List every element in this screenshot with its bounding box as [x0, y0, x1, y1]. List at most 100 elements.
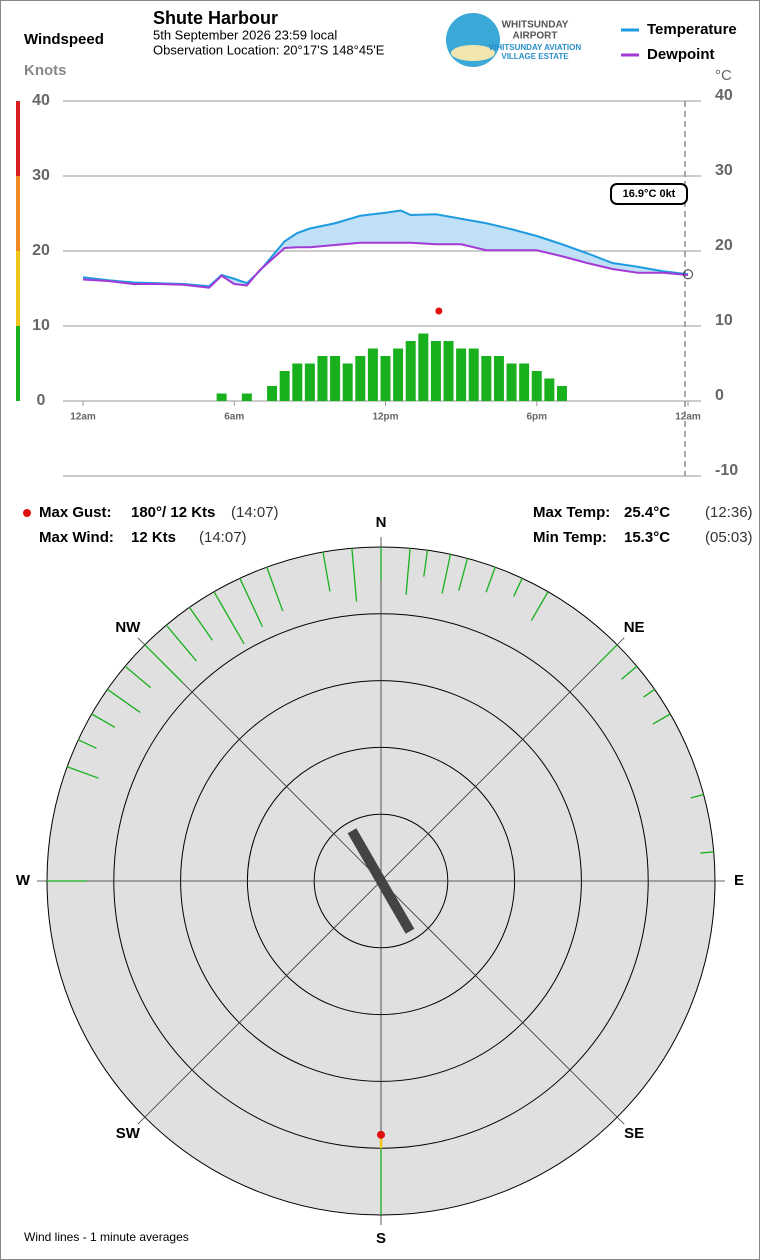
stat-time: (05:03) — [705, 529, 753, 546]
wind-bar — [456, 348, 467, 401]
x-tick-label: 12am — [70, 412, 96, 423]
x-tick-label: 12pm — [372, 412, 398, 423]
wind-bar — [355, 356, 366, 401]
gust-marker — [377, 1130, 385, 1139]
wind-bar — [216, 393, 227, 401]
scale-segment — [16, 326, 20, 401]
wind-line — [423, 550, 429, 577]
wind-line — [188, 607, 213, 641]
current-box — [610, 183, 688, 205]
wind-line — [530, 591, 549, 621]
wind-bar — [304, 363, 315, 401]
y-axis-label: Windspeed — [24, 31, 104, 48]
logo-text: WHITSUNDAY AVIATION — [489, 43, 582, 52]
direction-label: E — [734, 872, 744, 889]
wind-line — [213, 591, 245, 645]
wind-bar — [292, 363, 303, 401]
direction-label: SW — [116, 1125, 141, 1142]
y2-tick-label: 0 — [715, 387, 724, 404]
y2-tick-label: 10 — [715, 312, 733, 329]
wind-bar — [330, 356, 341, 401]
wind-line — [78, 739, 97, 749]
wind-bar — [367, 348, 378, 401]
stat-value: 25.4°C — [624, 504, 670, 521]
wind-bar — [544, 378, 555, 401]
wind-line — [266, 566, 284, 612]
direction-label: W — [16, 872, 31, 889]
wind-line — [597, 644, 618, 665]
date: 5th September 2026 23:59 local — [153, 27, 337, 42]
y2-axis-unit: °C — [715, 67, 732, 84]
y2-tick-label: 30 — [715, 162, 733, 179]
stat-time: (12:36) — [705, 504, 753, 521]
stat-value: 12 Kts — [131, 529, 176, 546]
logo-sand — [451, 45, 495, 61]
wind-line — [652, 713, 671, 725]
logo: WHITSUNDAY AIRPORT WHITSUNDAY AVIATION V… — [446, 13, 581, 67]
y-tick-label: 30 — [32, 167, 50, 184]
wind-line — [165, 624, 197, 662]
wind-line — [513, 578, 523, 597]
wind-bar — [393, 348, 404, 401]
wind-line — [643, 688, 655, 698]
wind-line — [485, 566, 496, 593]
wind-line — [239, 578, 264, 628]
dewpoint-spread — [83, 210, 688, 288]
legend-label: Dewpoint — [647, 46, 715, 63]
wind-bar — [405, 341, 416, 401]
title: Shute Harbour — [153, 8, 278, 28]
wind-bar — [418, 333, 429, 401]
stat-value: 15.3°C — [624, 529, 670, 546]
direction-label: SE — [624, 1125, 644, 1142]
x-tick-label: 12am — [675, 412, 701, 423]
scale-segment — [16, 251, 20, 326]
y-tick-label: 0 — [37, 392, 46, 409]
wind-line — [690, 793, 704, 799]
wind-bar — [506, 363, 517, 401]
gust-marker — [435, 307, 443, 315]
wind-bar — [342, 363, 353, 401]
series-line — [82, 209, 689, 288]
wind-bar — [430, 341, 441, 401]
wind-line — [441, 554, 452, 594]
wind-line — [66, 766, 99, 779]
y2-tick-label: -10 — [715, 462, 738, 479]
wind-bar — [380, 356, 391, 401]
logo-text: WHITSUNDAY — [502, 20, 569, 31]
direction-label: S — [376, 1230, 386, 1247]
direction-label: NE — [624, 619, 645, 636]
spoke — [380, 880, 625, 1125]
series-line — [82, 241, 689, 289]
runway — [347, 828, 415, 934]
spoke — [137, 880, 382, 1125]
logo-text: VILLAGE ESTATE — [501, 52, 569, 61]
spoke — [380, 637, 625, 882]
wind-bar — [279, 371, 290, 401]
current-label: 16.9°C 0kt — [623, 188, 676, 200]
wind-bar — [493, 356, 504, 401]
wind-line — [458, 558, 469, 591]
wind-bar — [481, 356, 492, 401]
wind-scale — [16, 101, 20, 401]
direction-label: NW — [115, 619, 141, 636]
stat-label: Max Gust: — [39, 504, 112, 521]
y2-tick-label: 40 — [715, 87, 733, 104]
wind-line — [144, 644, 184, 684]
scale-segment — [16, 101, 20, 176]
wind-line — [621, 665, 638, 680]
wind-bar — [531, 371, 542, 401]
y2-tick-label: 20 — [715, 237, 733, 254]
wind-bar — [519, 363, 530, 401]
legend-label: Temperature — [647, 21, 737, 38]
stat-value: 180°/ 12 Kts — [131, 504, 215, 521]
wind-bar — [317, 356, 328, 401]
wind-line — [107, 688, 141, 713]
wind-bar — [241, 393, 252, 401]
x-tick-label: 6pm — [526, 412, 547, 423]
wind-line — [124, 665, 152, 689]
stat-label: Max Wind: — [39, 529, 114, 546]
direction-label: N — [376, 514, 387, 531]
wind-bar — [468, 348, 479, 401]
